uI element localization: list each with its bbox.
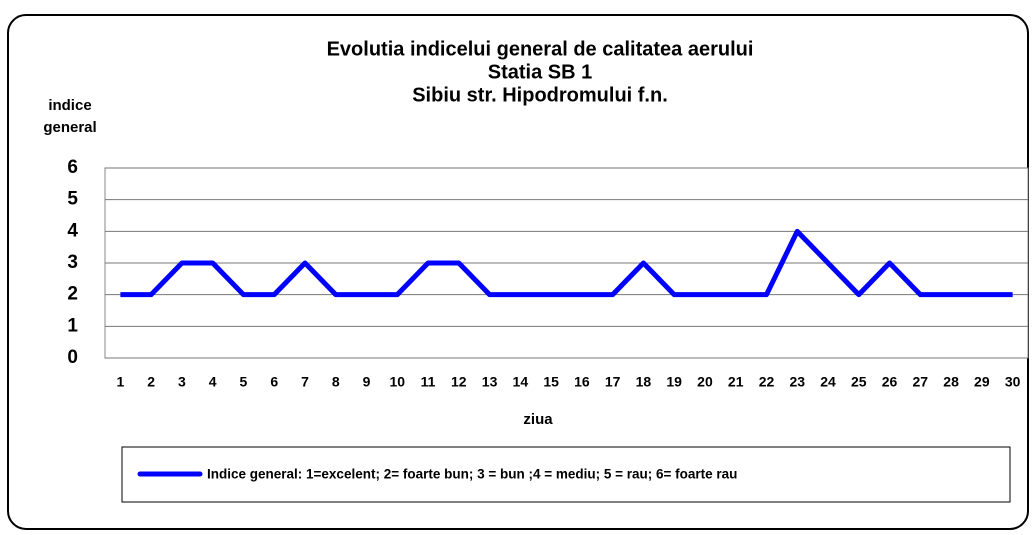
x-tick-label: 20 [697,374,713,390]
y-tick-label: 1 [67,315,78,336]
chart-title: Evolutia indicelui general de calitatea … [327,38,754,60]
data-line [120,228,1013,298]
legend-label: Indice general: 1=excelent; 2= foarte bu… [207,467,737,482]
legend-box [121,446,1011,503]
x-tick-label: 24 [820,374,836,390]
x-tick-label: 18 [636,374,652,390]
x-tick-label: 25 [851,374,867,390]
y-axis-label: indice [48,97,91,114]
x-tick-label: 13 [482,374,498,390]
x-tick-label: 10 [389,374,405,390]
x-tick-label: 30 [1005,374,1021,390]
x-tick-label: 12 [451,374,467,390]
x-tick-label: 14 [513,374,529,390]
x-tick-label: 1 [116,374,124,390]
x-tick-label: 23 [789,374,805,390]
y-tick-label: 5 [67,189,78,210]
x-tick-label: 4 [209,374,217,390]
x-tick-label: 7 [301,374,309,390]
x-tick-label: 29 [974,374,990,390]
x-tick-label: 15 [543,374,559,390]
y-tick-label: 2 [67,284,78,305]
y-tick-label: 3 [67,252,78,273]
y-tick-label: 0 [67,347,78,368]
x-tick-label: 3 [178,374,186,390]
x-tick-label: 27 [913,374,929,390]
chart-title: Statia SB 1 [488,61,592,83]
x-tick-label: 19 [666,374,682,390]
x-tick-label: 5 [240,374,248,390]
x-tick-label: 21 [728,374,744,390]
chart-title: Sibiu str. Hipodromului f.n. [412,84,668,106]
x-tick-label: 11 [421,374,436,390]
x-tick-label: 9 [363,374,371,390]
x-tick-label: 2 [147,374,155,390]
x-tick-label: 6 [270,374,278,390]
x-tick-label: 8 [332,374,340,390]
y-tick-label: 4 [67,220,78,241]
x-tick-label: 22 [759,374,775,390]
x-axis-label: ziua [523,411,553,428]
y-tick-label: 6 [67,157,78,178]
x-tick-label: 28 [943,374,959,390]
y-axis-label: general [43,119,96,136]
x-tick-label: 26 [882,374,898,390]
x-tick-label: 17 [605,374,621,390]
x-tick-label: 16 [574,374,590,390]
